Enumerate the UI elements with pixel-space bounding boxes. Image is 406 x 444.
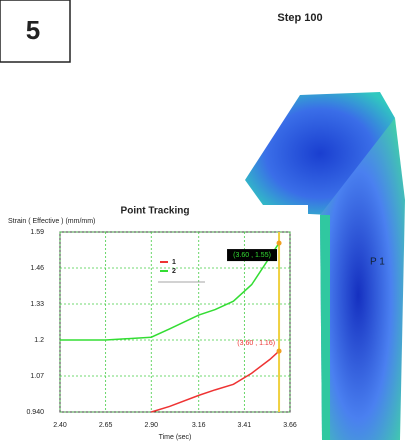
chart-panel [8,205,308,444]
y-axis-label: Strain ( Effective ) (mm/mm) [8,218,95,225]
legend-label: 2 [172,268,176,275]
y-tick-label: 1.33 [30,301,44,308]
x-tick-label: 2.40 [53,422,67,429]
chart-title: Point Tracking [121,206,190,217]
y-tick-label: 1.59 [30,229,44,236]
x-tick-label: 2.65 [99,422,113,429]
x-tick-label: 2.90 [144,422,158,429]
end-point [277,349,282,354]
end-point [277,241,282,246]
point-label: P 1 [370,257,385,268]
y-tick-label: 0.940 [26,409,44,416]
screen: 5 Step 100 P 1 Point Tracking Strain ( E… [0,0,406,444]
y-tick-label: 1.2 [34,337,44,344]
frame-number: 5 [26,15,40,45]
annotation: (3.60 , 1.55) [233,252,271,259]
x-tick-label: 3.16 [192,422,206,429]
y-tick-label: 1.46 [30,265,44,272]
annotation: (3.60 , 1.16) [237,340,275,347]
x-axis-label: Time (sec) [159,434,192,441]
x-tick-label: 3.41 [238,422,252,429]
x-tick-label: 3.66 [283,422,297,429]
step-label: Step 100 [277,12,322,24]
y-tick-label: 1.07 [30,373,44,380]
legend-label: 1 [172,259,176,266]
